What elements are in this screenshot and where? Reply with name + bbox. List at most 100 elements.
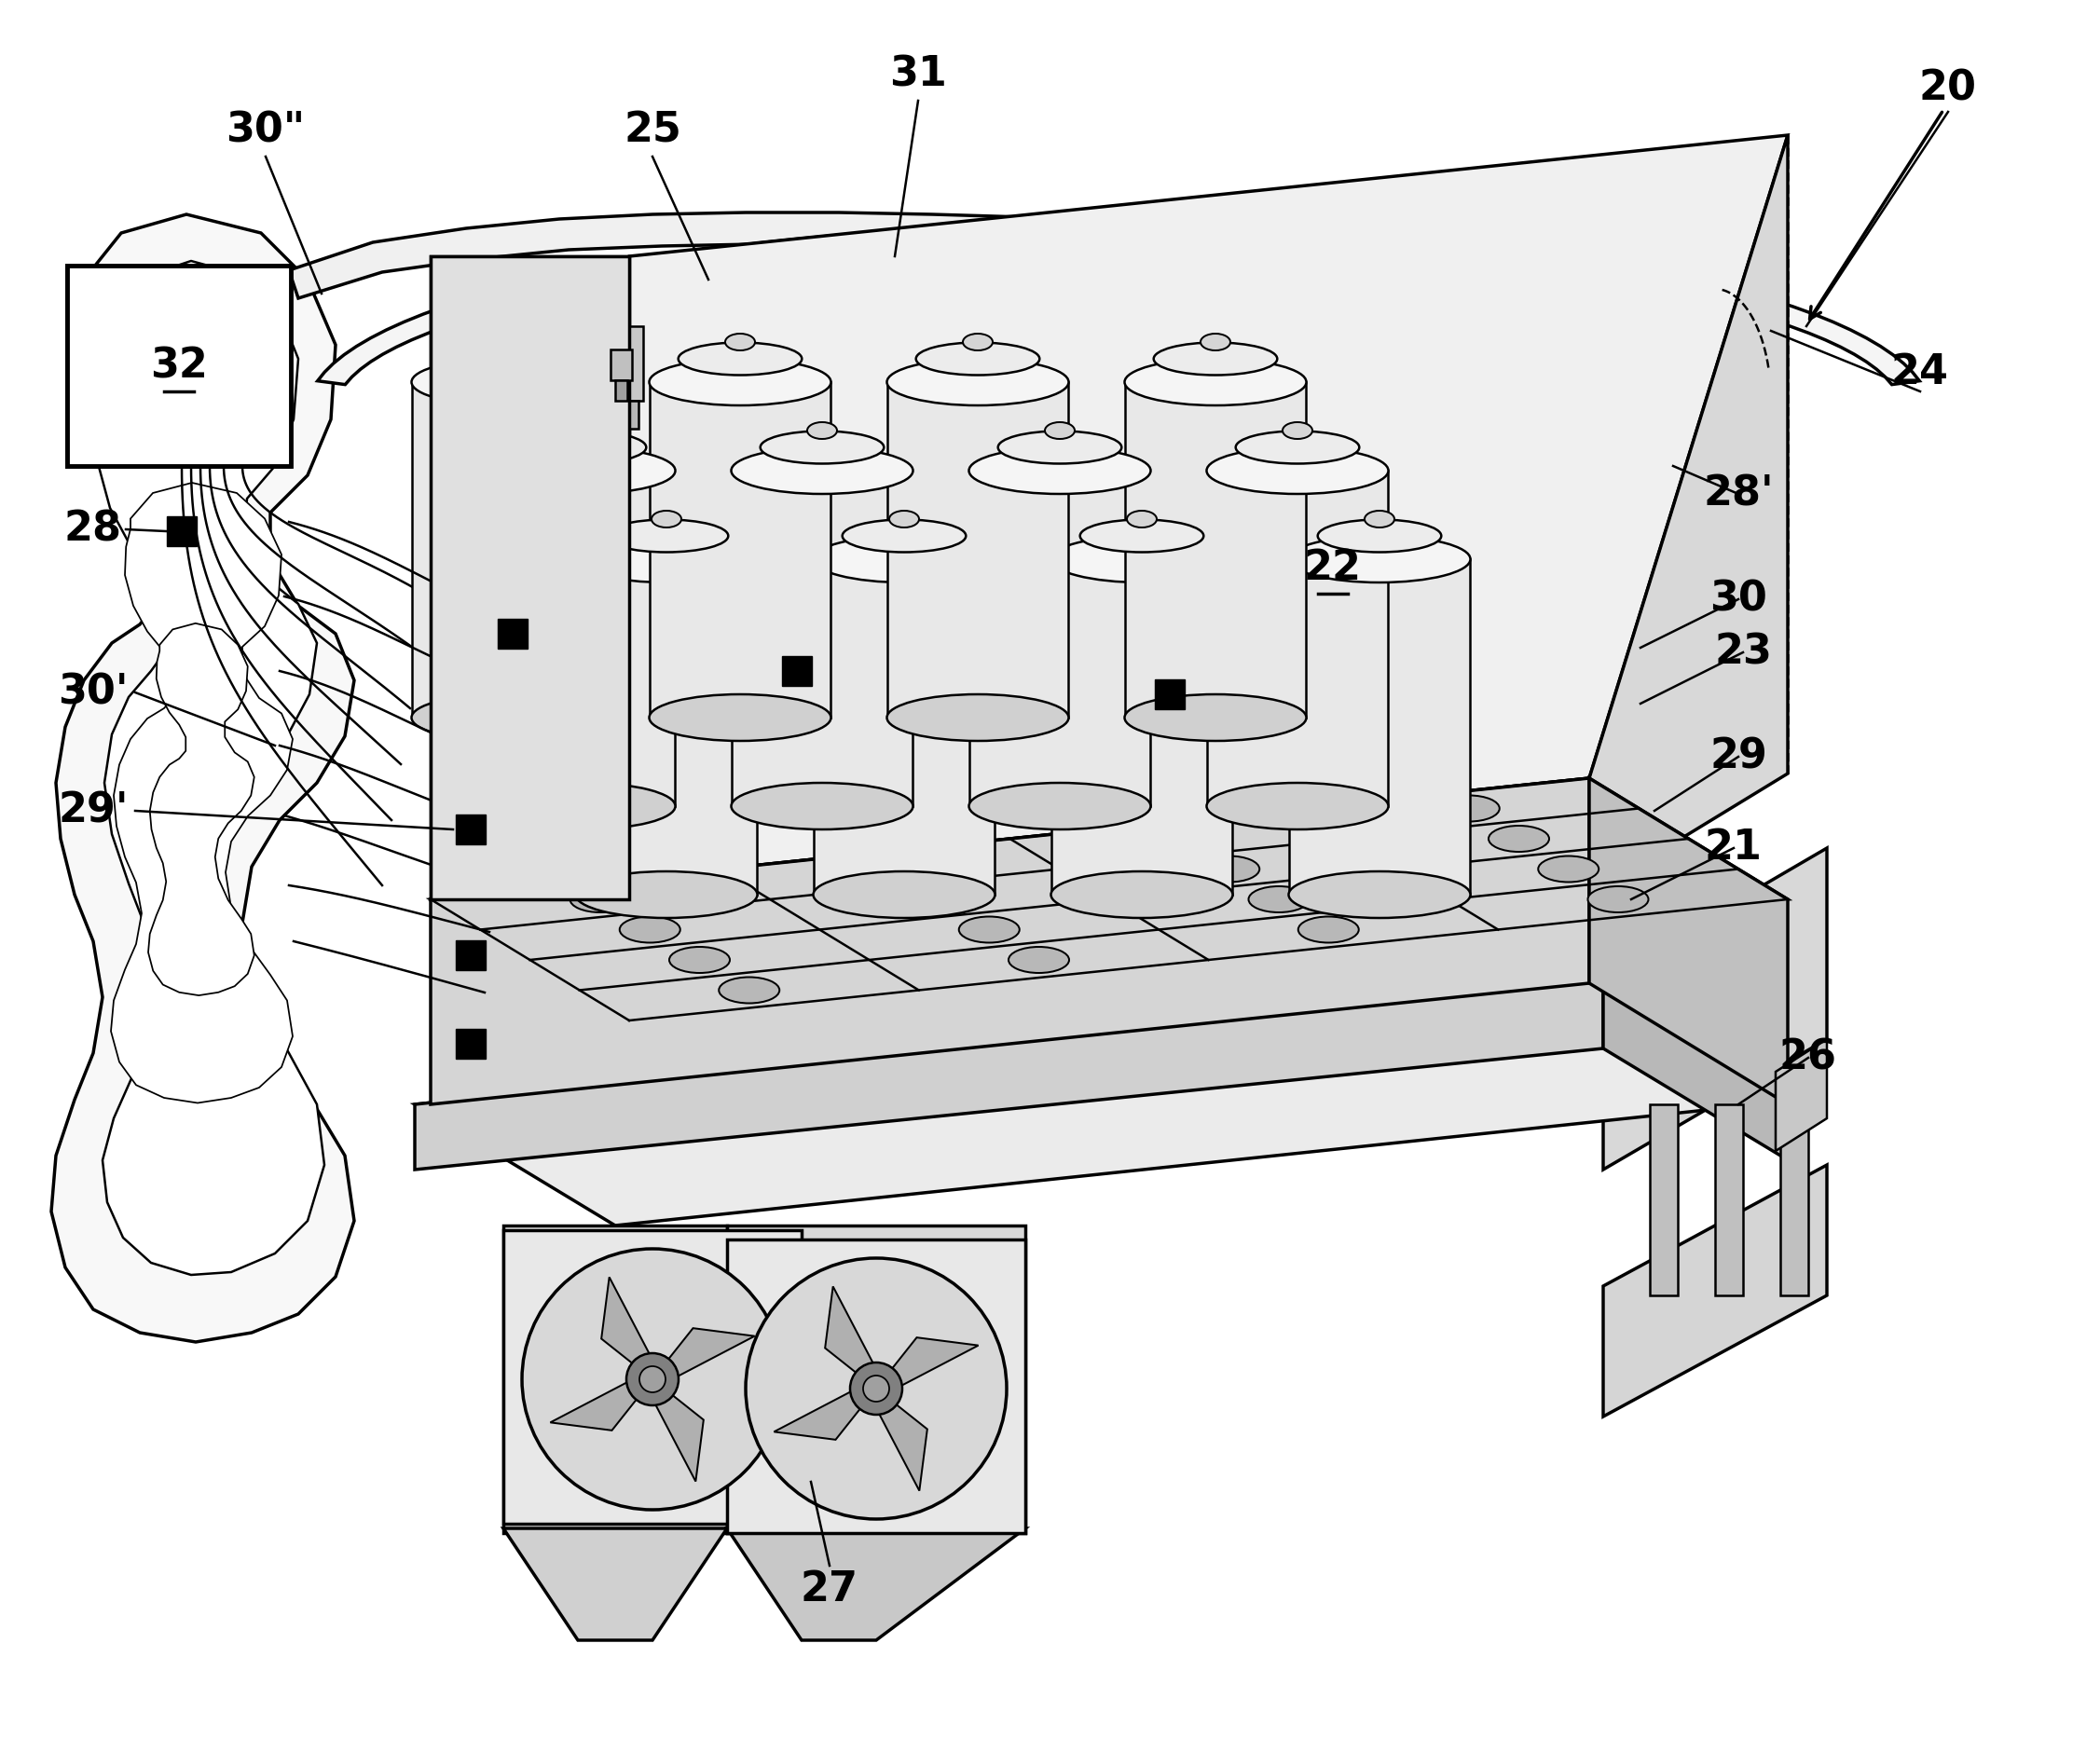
Ellipse shape xyxy=(1149,826,1210,852)
Ellipse shape xyxy=(1489,826,1550,852)
Ellipse shape xyxy=(731,447,914,494)
Ellipse shape xyxy=(670,946,731,972)
Text: 30': 30' xyxy=(59,673,128,713)
Circle shape xyxy=(850,1362,903,1416)
Ellipse shape xyxy=(523,431,647,464)
Ellipse shape xyxy=(569,423,598,438)
Polygon shape xyxy=(111,483,292,1103)
Bar xyxy=(456,814,485,845)
Polygon shape xyxy=(888,383,1069,718)
Polygon shape xyxy=(731,471,914,807)
Ellipse shape xyxy=(916,343,1039,376)
Text: 24: 24 xyxy=(1892,353,1949,393)
Ellipse shape xyxy=(493,447,676,494)
Ellipse shape xyxy=(649,694,832,741)
Circle shape xyxy=(626,1353,678,1405)
Polygon shape xyxy=(430,256,630,899)
Ellipse shape xyxy=(1317,520,1441,553)
Ellipse shape xyxy=(962,334,993,351)
Ellipse shape xyxy=(1126,694,1306,741)
Polygon shape xyxy=(92,261,323,1275)
Polygon shape xyxy=(504,1529,727,1640)
Ellipse shape xyxy=(1050,536,1233,583)
Polygon shape xyxy=(1602,849,1827,1170)
Ellipse shape xyxy=(493,783,676,830)
Ellipse shape xyxy=(620,916,680,943)
Polygon shape xyxy=(601,1276,653,1379)
Ellipse shape xyxy=(649,358,832,405)
Ellipse shape xyxy=(412,358,594,405)
Ellipse shape xyxy=(1588,887,1648,913)
Circle shape xyxy=(863,1376,888,1402)
Text: 20: 20 xyxy=(1919,68,1976,108)
Ellipse shape xyxy=(1153,343,1277,376)
Polygon shape xyxy=(615,381,628,400)
Ellipse shape xyxy=(813,536,995,583)
Polygon shape xyxy=(1590,777,1787,1104)
Ellipse shape xyxy=(1199,856,1260,882)
Ellipse shape xyxy=(731,783,914,830)
Bar xyxy=(781,656,813,685)
Ellipse shape xyxy=(412,694,594,741)
Text: 31: 31 xyxy=(888,54,947,94)
Polygon shape xyxy=(1602,979,1804,1170)
Ellipse shape xyxy=(678,343,802,376)
Bar xyxy=(67,266,290,466)
Bar xyxy=(456,1029,485,1059)
Polygon shape xyxy=(802,1534,876,1621)
Polygon shape xyxy=(611,350,632,381)
Ellipse shape xyxy=(909,887,970,913)
Ellipse shape xyxy=(487,334,517,351)
Text: 22: 22 xyxy=(1304,548,1361,588)
Ellipse shape xyxy=(1008,946,1069,972)
Ellipse shape xyxy=(651,511,680,527)
Polygon shape xyxy=(504,1226,727,1534)
Polygon shape xyxy=(775,1388,876,1440)
Polygon shape xyxy=(317,224,1919,384)
Ellipse shape xyxy=(718,977,779,1003)
Ellipse shape xyxy=(575,536,758,583)
Polygon shape xyxy=(653,1329,754,1379)
Polygon shape xyxy=(1651,1104,1678,1296)
Text: 25: 25 xyxy=(624,111,680,151)
Bar xyxy=(456,941,485,970)
Text: 28': 28' xyxy=(1703,475,1774,515)
Ellipse shape xyxy=(569,887,630,913)
Polygon shape xyxy=(1716,1104,1743,1296)
Text: 27: 27 xyxy=(800,1569,859,1609)
Ellipse shape xyxy=(1128,511,1157,527)
Ellipse shape xyxy=(605,520,729,553)
Ellipse shape xyxy=(886,694,1069,741)
Ellipse shape xyxy=(1289,536,1470,583)
Ellipse shape xyxy=(859,856,920,882)
Ellipse shape xyxy=(1207,447,1388,494)
Text: 28: 28 xyxy=(65,510,122,550)
Ellipse shape xyxy=(1438,795,1499,821)
Ellipse shape xyxy=(813,871,995,918)
Polygon shape xyxy=(1207,471,1388,807)
Polygon shape xyxy=(578,1534,653,1621)
Polygon shape xyxy=(970,471,1151,807)
Polygon shape xyxy=(825,1287,876,1388)
Ellipse shape xyxy=(1046,423,1075,438)
Ellipse shape xyxy=(968,447,1151,494)
Polygon shape xyxy=(149,623,254,995)
Ellipse shape xyxy=(1298,916,1359,943)
Text: 29': 29' xyxy=(59,791,128,831)
Polygon shape xyxy=(290,212,1751,330)
Text: 29: 29 xyxy=(1709,737,1768,777)
Polygon shape xyxy=(876,1337,979,1388)
Ellipse shape xyxy=(575,871,758,918)
Polygon shape xyxy=(1126,383,1306,718)
Ellipse shape xyxy=(724,334,756,351)
Polygon shape xyxy=(649,383,830,718)
Ellipse shape xyxy=(1126,358,1306,405)
Polygon shape xyxy=(620,327,643,400)
Ellipse shape xyxy=(1289,871,1470,918)
Polygon shape xyxy=(727,1226,1025,1534)
Polygon shape xyxy=(504,1229,802,1523)
Polygon shape xyxy=(416,979,1804,1226)
Ellipse shape xyxy=(806,423,838,438)
Ellipse shape xyxy=(886,358,1069,405)
Ellipse shape xyxy=(1365,511,1394,527)
